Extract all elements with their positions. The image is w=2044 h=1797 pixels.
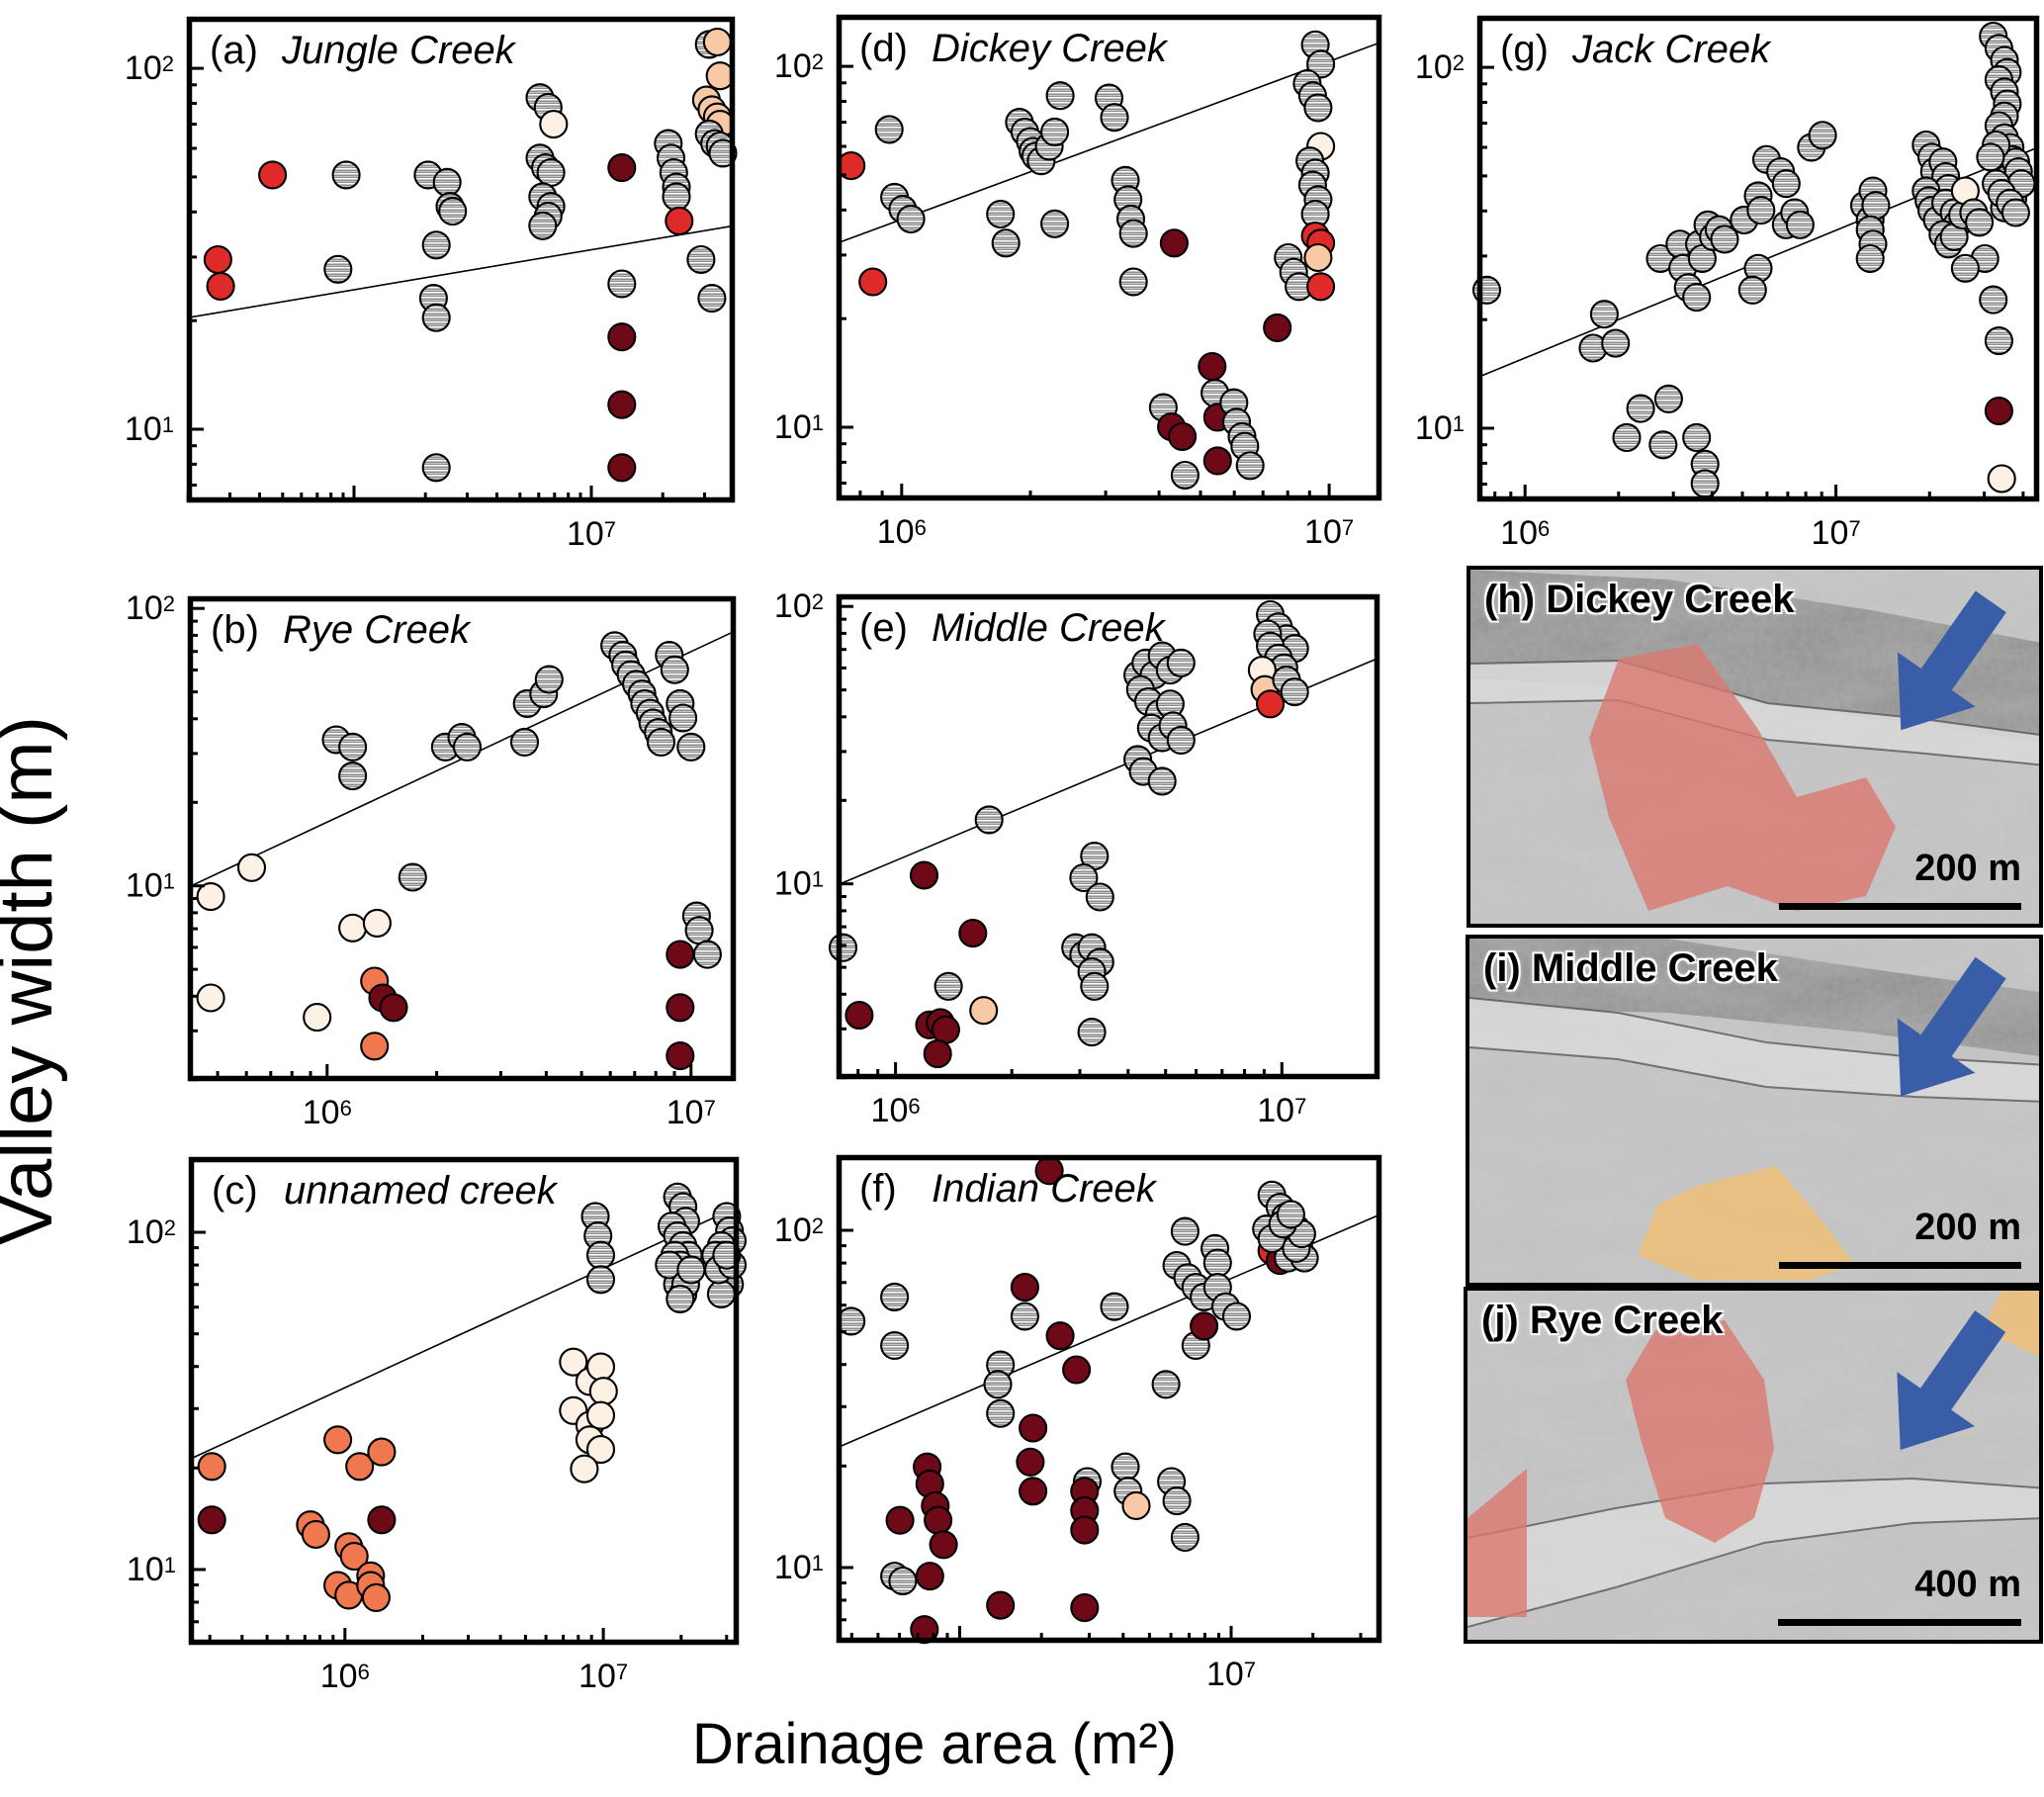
svg-text:(d): (d)	[859, 27, 908, 70]
svg-text:101: 101	[125, 410, 174, 448]
svg-text:101: 101	[774, 408, 824, 446]
svg-text:(a): (a)	[210, 29, 258, 72]
svg-text:101: 101	[1415, 409, 1465, 447]
svg-text:(b): (b)	[211, 608, 259, 652]
svg-text:Indian Creek: Indian Creek	[932, 1167, 1158, 1211]
svg-text:102: 102	[125, 49, 174, 87]
svg-text:(g): (g)	[1500, 28, 1549, 71]
svg-text:102: 102	[774, 47, 824, 85]
svg-text:107: 107	[1257, 1092, 1306, 1129]
svg-text:106: 106	[303, 1094, 352, 1131]
svg-text:(c): (c)	[212, 1169, 258, 1213]
svg-text:101: 101	[126, 867, 175, 905]
svg-text:102: 102	[127, 1213, 176, 1251]
svg-text:Dickey Creek: Dickey Creek	[932, 27, 1169, 70]
svg-text:107: 107	[567, 515, 616, 553]
svg-text:106: 106	[877, 513, 927, 551]
svg-text:107: 107	[578, 1658, 628, 1695]
svg-text:107: 107	[1206, 1656, 1256, 1693]
svg-text:102: 102	[774, 1212, 824, 1249]
svg-text:106: 106	[871, 1092, 921, 1129]
svg-text:(e): (e)	[859, 606, 908, 650]
svg-text:Jungle Creek: Jungle Creek	[281, 29, 517, 72]
svg-text:106: 106	[320, 1658, 370, 1695]
svg-text:(f): (f)	[859, 1167, 897, 1211]
svg-text:Jack Creek: Jack Creek	[1571, 28, 1772, 71]
svg-text:102: 102	[1415, 48, 1465, 86]
svg-text:101: 101	[774, 865, 824, 903]
svg-text:102: 102	[126, 589, 175, 627]
svg-text:106: 106	[1500, 514, 1550, 552]
svg-text:101: 101	[127, 1551, 176, 1588]
svg-text:107: 107	[667, 1094, 716, 1131]
svg-text:unnamed creek: unnamed creek	[284, 1169, 559, 1213]
svg-text:107: 107	[1304, 513, 1354, 551]
svg-text:102: 102	[774, 587, 824, 625]
svg-text:Rye Creek: Rye Creek	[283, 608, 472, 652]
svg-text:Middle Creek: Middle Creek	[932, 606, 1167, 650]
svg-text:101: 101	[774, 1549, 824, 1586]
svg-text:107: 107	[1812, 514, 1861, 552]
